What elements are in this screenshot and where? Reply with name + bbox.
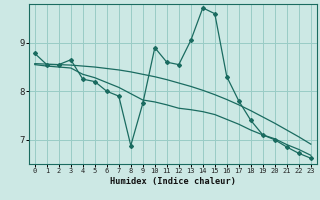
- X-axis label: Humidex (Indice chaleur): Humidex (Indice chaleur): [110, 177, 236, 186]
